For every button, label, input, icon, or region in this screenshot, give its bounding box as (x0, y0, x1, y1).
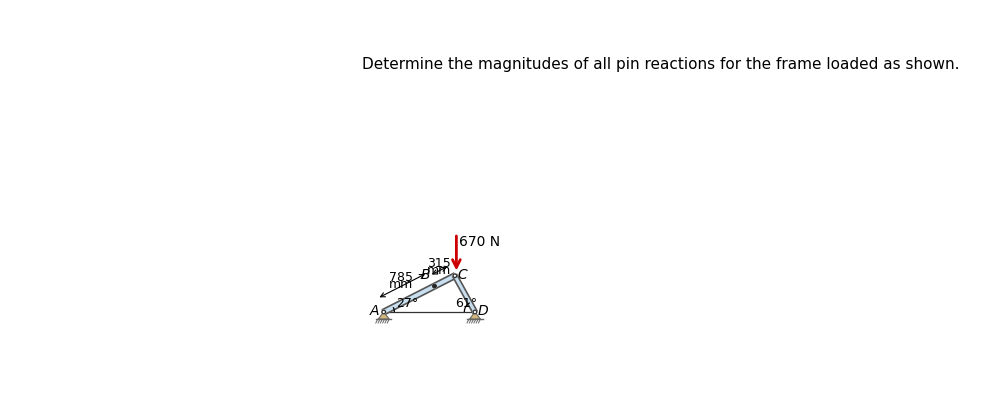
Polygon shape (378, 312, 389, 319)
Circle shape (473, 310, 476, 314)
Circle shape (452, 274, 456, 278)
Text: C: C (457, 268, 466, 282)
Text: 670 N: 670 N (459, 235, 500, 249)
Text: mm: mm (389, 278, 413, 291)
Circle shape (433, 285, 435, 287)
Polygon shape (469, 312, 480, 319)
Text: D: D (477, 305, 488, 318)
Polygon shape (452, 275, 476, 313)
Polygon shape (382, 273, 455, 314)
Circle shape (432, 284, 436, 288)
Text: 27°: 27° (396, 297, 418, 310)
Text: mm: mm (426, 264, 451, 277)
Text: 785: 785 (389, 271, 413, 284)
Text: A: A (370, 304, 379, 318)
Text: B: B (420, 268, 430, 282)
Circle shape (382, 310, 385, 314)
Text: 315: 315 (427, 257, 451, 270)
Text: 61°: 61° (454, 297, 477, 310)
Text: Determine the magnitudes of all pin reactions for the frame loaded as shown.: Determine the magnitudes of all pin reac… (361, 56, 958, 71)
